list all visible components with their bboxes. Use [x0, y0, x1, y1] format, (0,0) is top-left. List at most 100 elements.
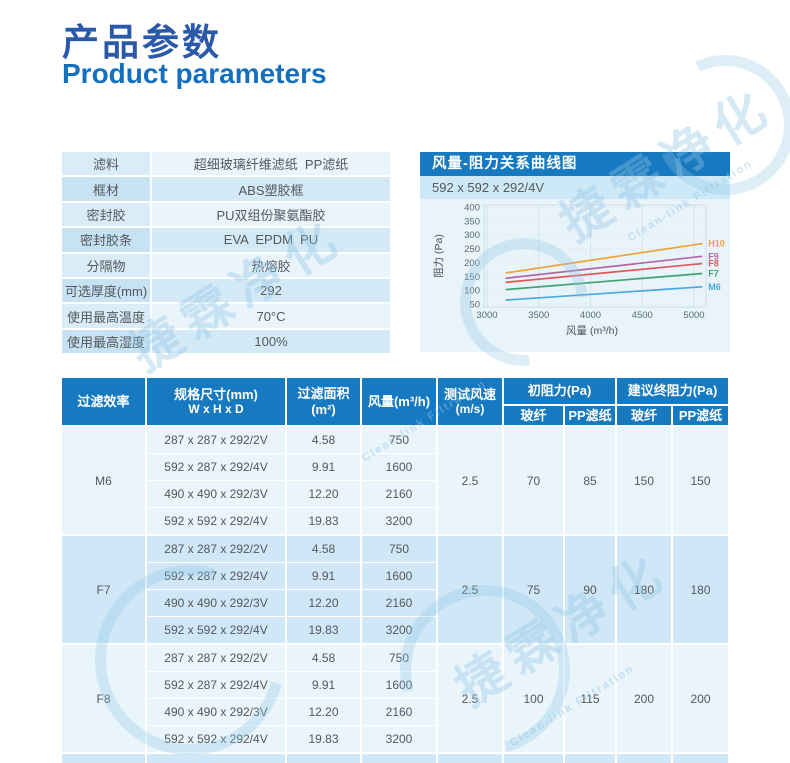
- header-initial-glass: 玻纤: [504, 406, 563, 425]
- final-pp-cell: 180: [673, 536, 728, 643]
- y-tick-label: 250: [464, 244, 480, 255]
- spec-table: 滤料 超细玻璃纤维滤纸 PP滤纸 框材 ABS塑胶框 密封胶 PU双组份聚氨酯胶 密封胶条 E…: [62, 152, 390, 354]
- area-cell: 4.58: [287, 645, 360, 671]
- series-line-F7: [505, 272, 703, 291]
- final-pp-cell: 200: [673, 645, 728, 752]
- header-test-speed-line1: 测试风速: [443, 386, 496, 402]
- header-test-speed-line2: (m/s): [455, 402, 485, 417]
- area-cell: 12.20: [287, 590, 360, 616]
- spec-row-label: 分隔物: [62, 253, 150, 277]
- table-group-M6: M6 287 x 287 x 292/2V 4.58 750 592 x 287 x 2…: [62, 427, 728, 534]
- initial-pp-cell: 115: [565, 645, 615, 752]
- series-label-F7: F7: [708, 269, 719, 279]
- spec-row-value: ABS塑胶框: [152, 177, 390, 201]
- x-tick-label: 4500: [632, 310, 653, 321]
- strip-cell: [673, 754, 728, 763]
- spec-row-label: 使用最高湿度: [62, 329, 150, 354]
- initial-glass-cell: 100: [504, 645, 563, 752]
- spec-row-label: 密封胶条: [62, 228, 150, 252]
- test-speed-cell: 2.5: [438, 536, 502, 643]
- final-glass-cell: 180: [617, 536, 671, 643]
- strip-cell: [504, 754, 563, 763]
- final-glass-cell: 150: [617, 427, 671, 534]
- size-cell: 287 x 287 x 292/2V: [147, 427, 285, 453]
- series-line-M6: [505, 285, 703, 301]
- resistance-chart-svg: 3000 3500 4000 4500 5000 50 100 150 200 250 300 350…: [432, 203, 725, 338]
- test-speed-cell: 2.5: [438, 427, 502, 534]
- initial-pp-cell: 85: [565, 427, 615, 534]
- header-efficiency: 过滤效率: [62, 378, 145, 425]
- airflow-cell: 750: [362, 536, 436, 562]
- series-label-F9: F9: [708, 251, 719, 261]
- area-cell: 19.83: [287, 508, 360, 534]
- size-cell: 490 x 490 x 292/3V: [147, 590, 285, 616]
- area-cell: 4.58: [287, 536, 360, 562]
- size-cell: 592 x 287 x 292/4V: [147, 454, 285, 480]
- area-cell: 9.91: [287, 454, 360, 480]
- series-label-M6: M6: [708, 282, 721, 292]
- series-label-H10: H10: [708, 239, 725, 249]
- area-cell: 12.20: [287, 481, 360, 507]
- strip-cell: [362, 754, 436, 763]
- strip-cell: [62, 754, 145, 763]
- area-cell: 19.83: [287, 617, 360, 643]
- size-cell: 287 x 287 x 292/2V: [147, 536, 285, 562]
- efficiency-cell: F8: [62, 645, 145, 752]
- page-title-english: Product parameters: [62, 58, 327, 89]
- page-title-chinese: 产品参数: [62, 22, 222, 63]
- strip-cell: [147, 754, 285, 763]
- size-cell: 287 x 287 x 292/2V: [147, 645, 285, 671]
- strip-cell: [565, 754, 615, 763]
- spec-row-value: 292: [152, 278, 390, 303]
- airflow-cell: 2160: [362, 699, 436, 725]
- spec-row-value: PU双组份聚氨酯胶: [152, 202, 390, 227]
- chart-title-bar: 风量-阻力关系曲线图: [420, 152, 730, 176]
- x-tick-label: 3500: [528, 310, 549, 321]
- size-cell: 592 x 592 x 292/4V: [147, 508, 285, 534]
- final-pp-cell: 150: [673, 427, 728, 534]
- strip-cell: [617, 754, 671, 763]
- size-cell: 490 x 490 x 292/3V: [147, 699, 285, 725]
- airflow-cell: 3200: [362, 617, 436, 643]
- size-cell: 592 x 287 x 292/4V: [147, 563, 285, 589]
- table-group-F8: F8 287 x 287 x 292/2V 4.58 750 592 x 287 x 2…: [62, 645, 728, 752]
- initial-pp-cell: 90: [565, 536, 615, 643]
- area-cell: 19.83: [287, 726, 360, 752]
- airflow-cell: 750: [362, 427, 436, 453]
- spec-row-value: EVA EPDM PU: [152, 228, 390, 252]
- header-final-resistance: 建议终阻力(Pa): [617, 378, 728, 404]
- chart-plot-area: 3000 3500 4000 4500 5000 50 100 150 200 250 300 350…: [420, 199, 730, 352]
- y-tick-label: 400: [464, 203, 480, 214]
- x-axis-label: 风量 (m³/h): [566, 325, 618, 337]
- series-line-H10: [505, 242, 703, 274]
- y-tick-label: 300: [464, 230, 480, 241]
- y-tick-label: 350: [464, 216, 480, 227]
- performance-table-header: 过滤效率 规格尺寸(mm) W x H x D 过滤面积(m²) 风量(m³/h…: [62, 378, 728, 425]
- y-tick-label: 100: [464, 286, 480, 297]
- spec-row-value: 100%: [152, 329, 390, 354]
- chart-subtitle: 592 x 592 x 292/4V: [420, 176, 730, 199]
- spec-row-value: 热熔胶: [152, 253, 390, 277]
- spec-row-label: 可选厚度(mm): [62, 278, 150, 303]
- big-table-next-group-strip: [62, 754, 728, 763]
- airflow-cell: 1600: [362, 563, 436, 589]
- resistance-chart-panel: 风量-阻力关系曲线图 592 x 592 x 292/4V 3000 3500 40…: [420, 152, 730, 352]
- header-final-pp: PP滤纸: [673, 406, 728, 425]
- size-cell: 592 x 287 x 292/4V: [147, 672, 285, 698]
- strip-cell: [287, 754, 360, 763]
- header-test-speed: 测试风速 (m/s): [438, 378, 502, 425]
- x-tick-label: 5000: [683, 310, 704, 321]
- airflow-cell: 2160: [362, 590, 436, 616]
- header-initial-pp: PP滤纸: [565, 406, 615, 425]
- plot-border: [483, 204, 707, 308]
- strip-cell: [438, 754, 502, 763]
- final-glass-cell: 200: [617, 645, 671, 752]
- series-label-F8: F8: [708, 259, 719, 269]
- y-tick-label: 200: [464, 258, 480, 269]
- airflow-cell: 2160: [362, 481, 436, 507]
- airflow-cell: 3200: [362, 508, 436, 534]
- series-line-F8: [505, 262, 703, 284]
- initial-glass-cell: 75: [504, 536, 563, 643]
- spec-row-label: 滤料: [62, 152, 150, 176]
